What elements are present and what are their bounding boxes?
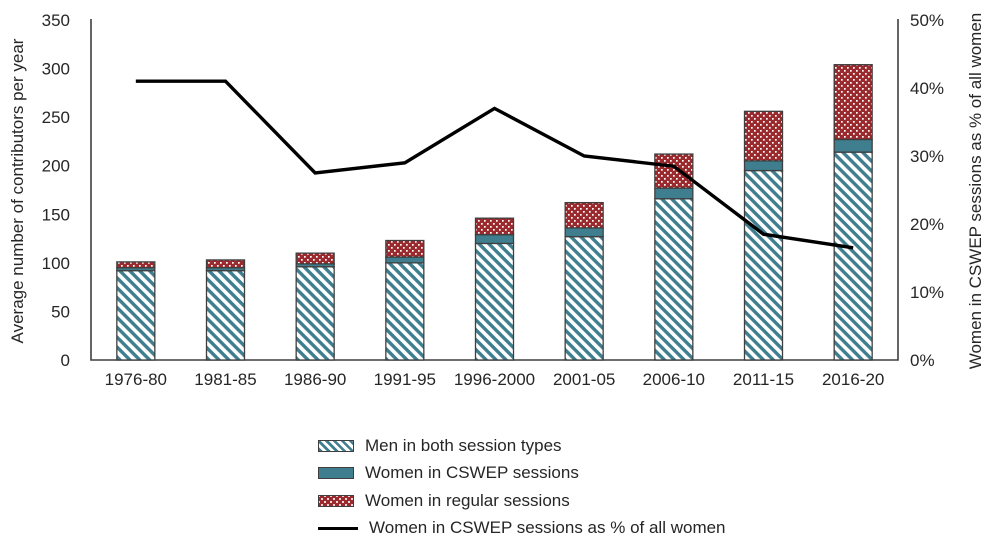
x-axis-tick-label: 1976-80 bbox=[105, 370, 167, 389]
legend-item-pct-line: Women in CSWEP sessions as % of all wome… bbox=[318, 515, 726, 538]
left-axis-tick-label: 350 bbox=[42, 11, 70, 30]
legend-label: Women in CSWEP sessions bbox=[365, 463, 579, 483]
left-axis-tick-label: 100 bbox=[42, 254, 70, 273]
right-axis-tick-label: 20% bbox=[910, 215, 944, 234]
bar-segment-dots-1976-80 bbox=[116, 261, 156, 269]
bar-segment-dots-1996-2000 bbox=[474, 217, 515, 236]
legend-item-women-regular: Women in regular sessions bbox=[318, 487, 726, 515]
bar-segment-solid-2001-05 bbox=[564, 227, 604, 238]
left-axis-tick-label: 200 bbox=[42, 157, 70, 176]
right-axis-tick-label: 50% bbox=[910, 11, 944, 30]
bar-segment-hatch-2001-05 bbox=[564, 235, 604, 361]
legend-label: Men in both session types bbox=[365, 435, 562, 455]
x-axis-tick-label: 2016-20 bbox=[822, 370, 884, 389]
left-axis-tick-label: 250 bbox=[42, 108, 70, 127]
left-axis-tick-label: 50 bbox=[51, 302, 70, 321]
hatch-swatch-icon bbox=[318, 439, 354, 452]
bar-segment-dots-1981-85 bbox=[205, 259, 246, 269]
bar-segment-dots-2001-05 bbox=[564, 201, 604, 229]
pct-line bbox=[135, 79, 854, 250]
bar-segment-solid-1996-2000 bbox=[474, 234, 515, 245]
bar-segment-hatch-1996-2000 bbox=[474, 242, 515, 361]
bar-segment-solid-2011-15 bbox=[743, 160, 784, 172]
bar-segment-hatch-2011-15 bbox=[743, 169, 784, 361]
bar-segment-hatch-1976-80 bbox=[116, 269, 156, 361]
bar-segment-solid-2016-20 bbox=[833, 138, 873, 153]
bar-segment-hatch-2006-10 bbox=[654, 198, 694, 361]
right-axis-tick-label: 10% bbox=[910, 283, 944, 302]
bar-segment-dots-2016-20 bbox=[833, 64, 873, 141]
legend: Men in both session types Women in CSWEP… bbox=[318, 432, 726, 538]
x-axis-tick-label: 1996-2000 bbox=[454, 370, 535, 389]
x-axis-tick-label: 2006-10 bbox=[643, 370, 705, 389]
chart-canvas: 0 50 100 150 200 250 300 350 0% 10% 20% 30% 40% 50% 19… bbox=[42, 11, 944, 389]
right-axis-tick-label: 40% bbox=[910, 79, 944, 98]
bar-segment-hatch-2016-20 bbox=[833, 151, 873, 361]
legend-item-men: Men in both session types bbox=[318, 432, 726, 460]
bar-segment-hatch-1981-85 bbox=[205, 269, 246, 361]
legend-label: Women in regular sessions bbox=[365, 490, 570, 510]
bar-segment-dots-1986-90 bbox=[295, 252, 335, 265]
bar-segment-dots-2011-15 bbox=[743, 110, 784, 162]
right-axis-tick-label: 0% bbox=[910, 351, 935, 370]
left-axis-tick-label: 150 bbox=[42, 205, 70, 224]
right-axis-tick-label: 30% bbox=[910, 147, 944, 166]
left-axis-tick-label: 0 bbox=[61, 351, 70, 370]
left-axis-tick-label: 300 bbox=[42, 60, 70, 79]
bar-segment-hatch-1986-90 bbox=[295, 266, 335, 361]
x-axis-tick-label: 1986-90 bbox=[284, 370, 346, 389]
dots-swatch-icon bbox=[318, 494, 354, 507]
bar-segment-solid-1991-95 bbox=[385, 256, 425, 264]
x-axis-tick-label: 1981-85 bbox=[194, 370, 256, 389]
bar-segment-hatch-1991-95 bbox=[385, 262, 425, 361]
x-axis-tick-label: 2001-05 bbox=[553, 370, 615, 389]
solid-swatch-icon bbox=[318, 467, 354, 480]
bar-segment-solid-2006-10 bbox=[654, 187, 694, 200]
x-axis-tick-label: 2011-15 bbox=[733, 370, 794, 389]
bar-segment-dots-2006-10 bbox=[654, 153, 694, 189]
legend-label: Women in CSWEP sessions as % of all wome… bbox=[369, 518, 726, 538]
x-axis-tick-label: 1991-95 bbox=[374, 370, 436, 389]
line-swatch-icon bbox=[318, 526, 358, 530]
bar-segment-dots-1991-95 bbox=[385, 239, 425, 258]
legend-item-women-cswep: Women in CSWEP sessions bbox=[318, 460, 726, 488]
